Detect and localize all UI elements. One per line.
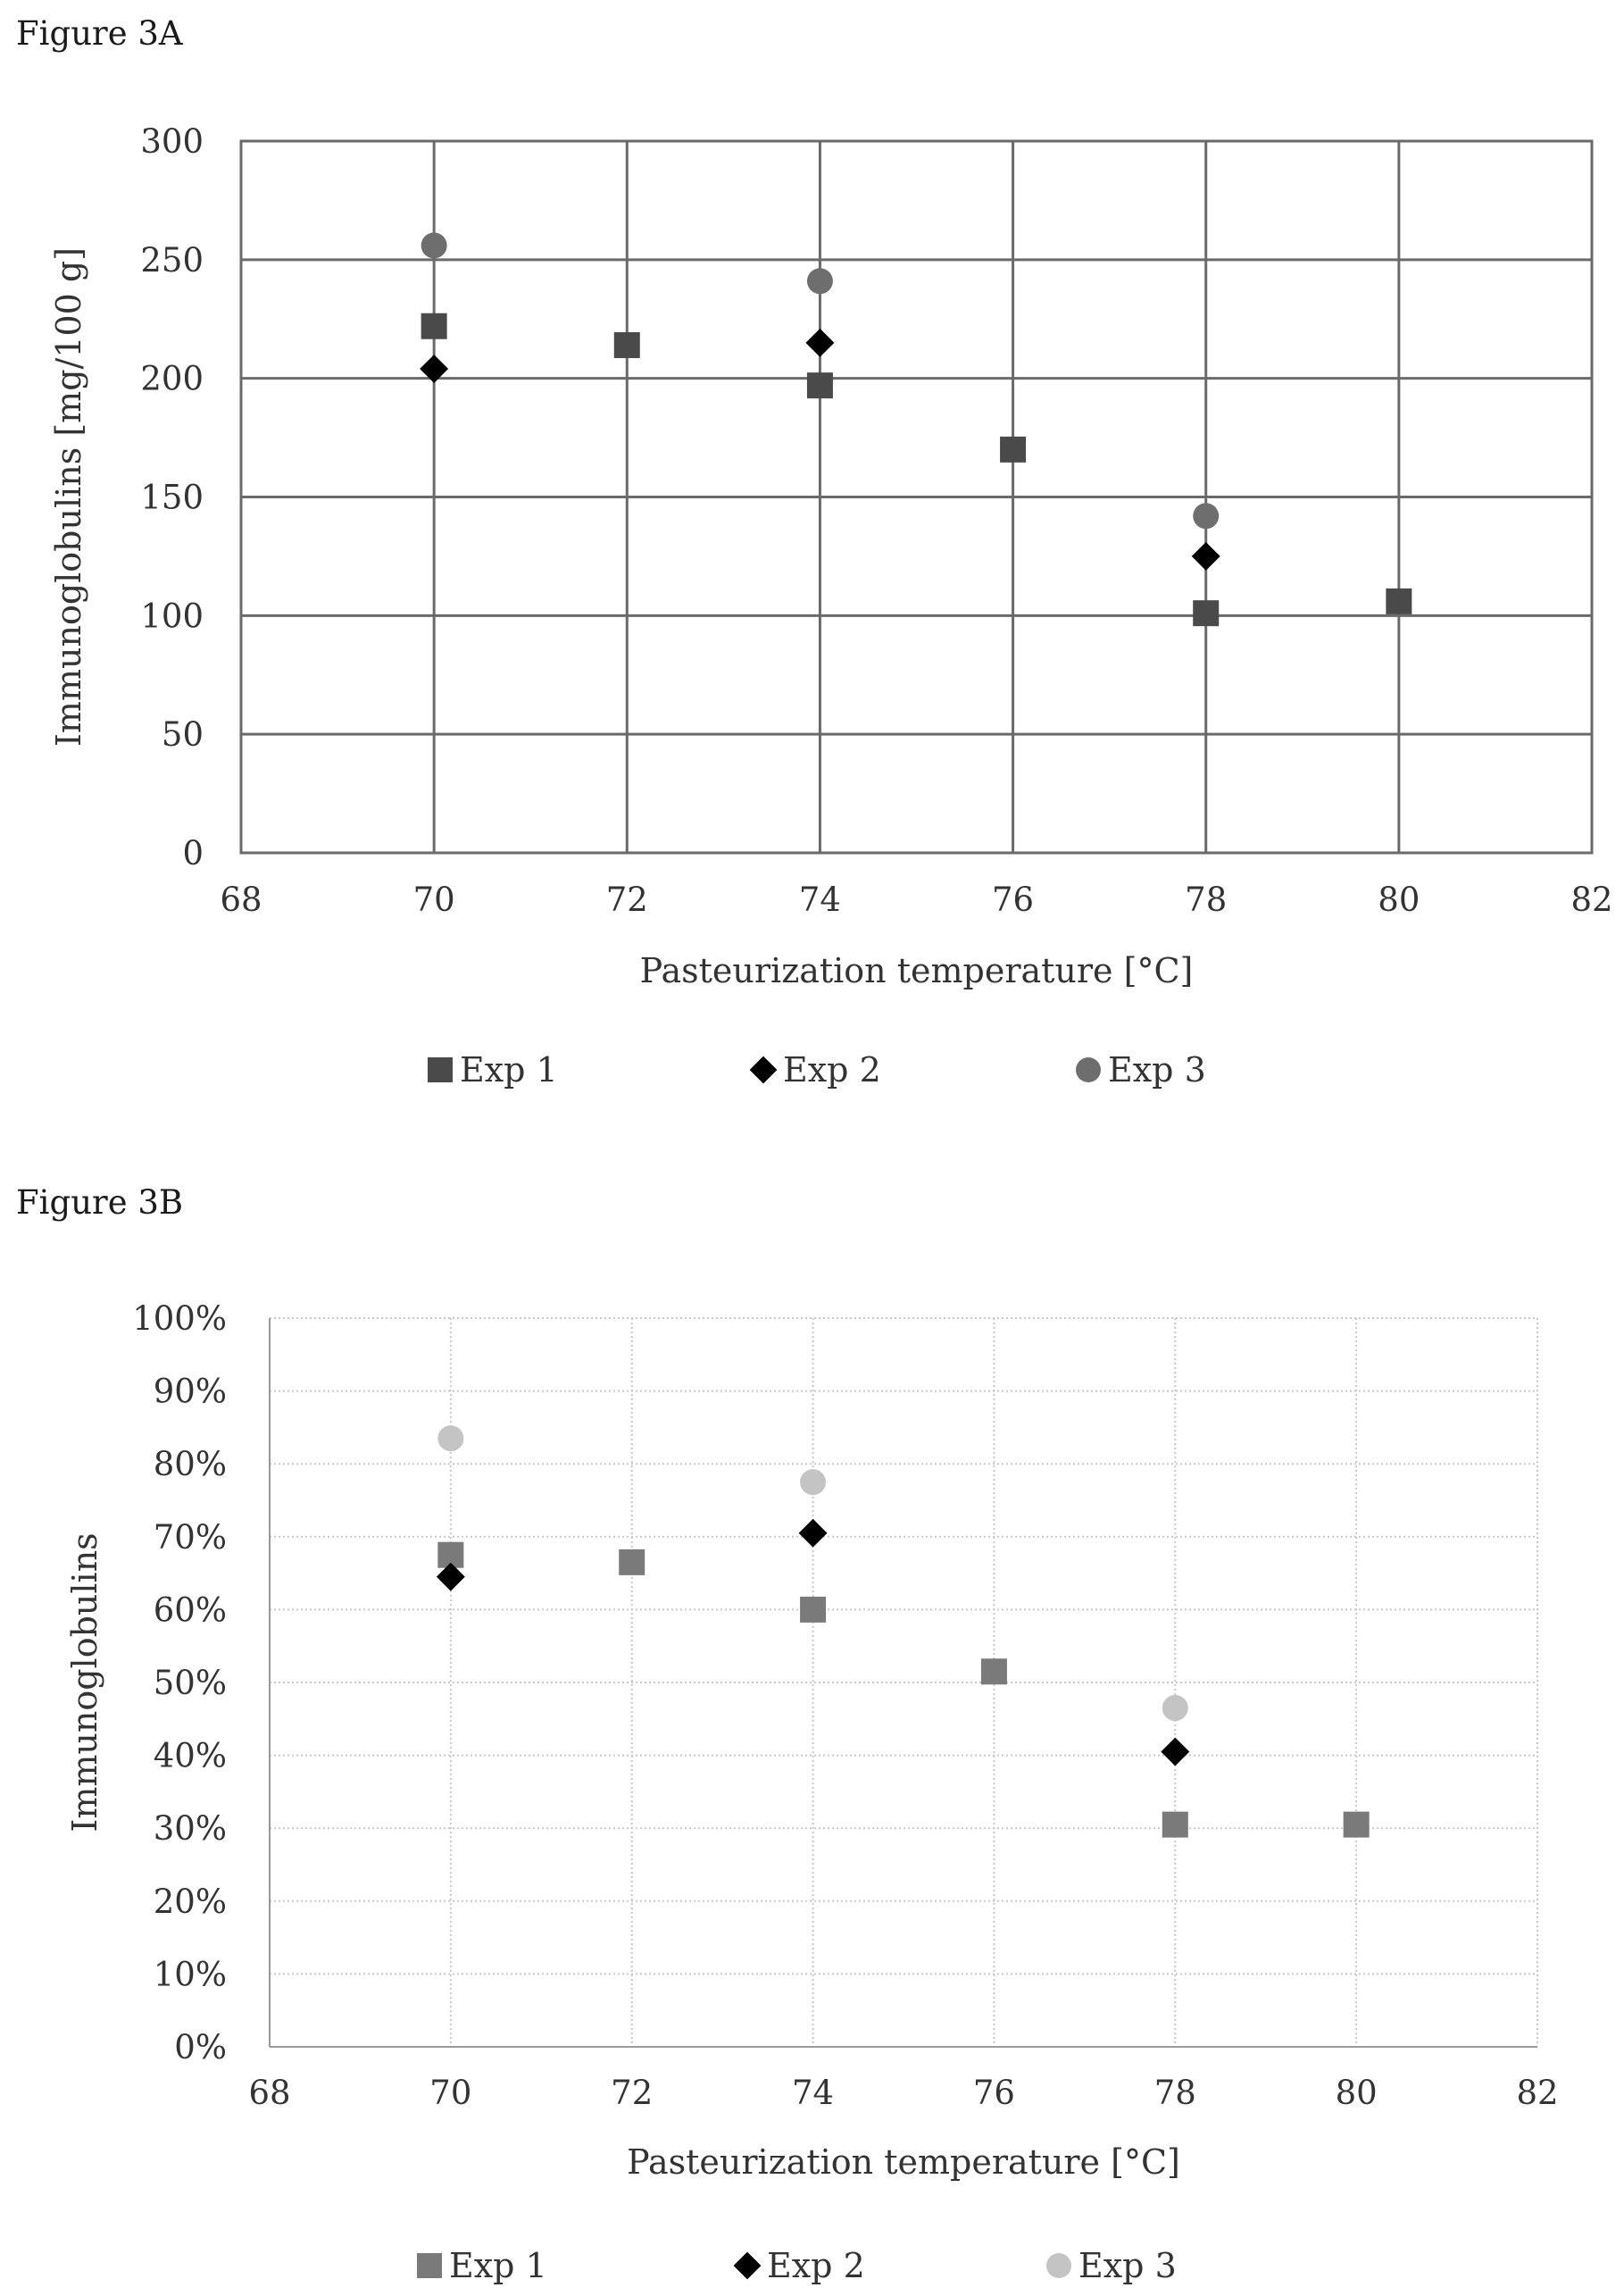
data-point-exp-3 bbox=[1193, 503, 1220, 530]
legend-label-3: Exp 3 bbox=[1108, 1050, 1206, 1090]
legend-label-2: Exp 2 bbox=[783, 1050, 881, 1090]
x-tick-label: 72 bbox=[606, 881, 648, 919]
y-tick-label: 100 bbox=[140, 597, 204, 635]
data-point-exp-2 bbox=[798, 1518, 828, 1548]
data-point-exp-3 bbox=[806, 268, 833, 295]
x-tick-label: 80 bbox=[1336, 2074, 1378, 2112]
legend-marker-3 bbox=[1046, 2253, 1071, 2278]
data-point-exp-1 bbox=[1162, 1811, 1188, 1838]
y-axis-title: Immunoglobulins [mg/100 g] bbox=[49, 247, 88, 747]
data-point-exp-3 bbox=[437, 1425, 464, 1452]
data-point-exp-1 bbox=[613, 331, 640, 358]
y-tick-label: 0% bbox=[174, 2028, 227, 2066]
legend-label-3: Exp 3 bbox=[1079, 2246, 1177, 2285]
legend-marker-1 bbox=[417, 2253, 442, 2278]
y-tick-label: 30% bbox=[154, 1809, 227, 1848]
y-tick-label: 300 bbox=[140, 122, 204, 161]
x-tick-label: 76 bbox=[973, 2074, 1015, 2112]
legend-marker-2 bbox=[749, 1056, 778, 1084]
y-tick-label: 50 bbox=[162, 715, 204, 754]
data-point-exp-3 bbox=[800, 1469, 827, 1496]
x-tick-label: 68 bbox=[248, 2074, 290, 2112]
y-tick-label: 150 bbox=[140, 479, 204, 517]
x-tick-label: 70 bbox=[429, 2074, 471, 2112]
figure-3b-label: Figure 3B bbox=[16, 1183, 184, 1222]
figure-3a-chart: 0 50 100 150 200 250 300 68 70 72 74 76 78 80 82 Pasteu… bbox=[49, 122, 1613, 1090]
y-tick-label: 20% bbox=[154, 1883, 227, 1921]
legend-marker-2 bbox=[733, 2251, 762, 2280]
x-tick-label: 78 bbox=[1154, 2074, 1196, 2112]
legend-label-1: Exp 1 bbox=[460, 1050, 558, 1090]
legend-label-1: Exp 1 bbox=[449, 2246, 547, 2285]
y-tick-label: 50% bbox=[154, 1664, 227, 1702]
y-tick-label: 10% bbox=[154, 1955, 227, 1993]
data-point-exp-1 bbox=[806, 372, 833, 399]
y-tick-label: 250 bbox=[140, 241, 204, 280]
data-point-exp-1 bbox=[1343, 1811, 1370, 1838]
data-point-exp-1 bbox=[980, 1658, 1007, 1685]
data-point-exp-2 bbox=[420, 355, 449, 383]
y-tick-label: 100% bbox=[132, 1299, 227, 1338]
data-point-exp-1 bbox=[619, 1549, 645, 1575]
x-tick-label: 74 bbox=[792, 2074, 834, 2112]
data-point-exp-1 bbox=[421, 313, 447, 339]
legend-marker-3 bbox=[1076, 1057, 1101, 1082]
y-tick-label: 90% bbox=[154, 1373, 227, 1411]
data-point-exp-1 bbox=[1386, 588, 1412, 614]
x-tick-label: 82 bbox=[1516, 2074, 1558, 2112]
data-point-exp-2 bbox=[805, 328, 835, 357]
x-tick-label: 78 bbox=[1185, 881, 1227, 919]
x-tick-label: 74 bbox=[799, 881, 841, 919]
x-tick-label: 80 bbox=[1378, 881, 1420, 919]
data-point-exp-2 bbox=[1161, 1737, 1190, 1766]
y-axis-title: Immunoglobulins bbox=[65, 1532, 104, 1832]
figure-3a-label: Figure 3A bbox=[16, 14, 183, 53]
data-point-exp-1 bbox=[1193, 600, 1220, 627]
data-point-exp-2 bbox=[1191, 541, 1220, 571]
data-point-exp-2 bbox=[436, 1562, 465, 1591]
x-axis-title: Pasteurization temperature [°C] bbox=[640, 951, 1194, 990]
y-tick-label: 40% bbox=[154, 1737, 227, 1775]
data-point-exp-1 bbox=[1000, 436, 1027, 463]
data-point-exp-1 bbox=[800, 1596, 827, 1623]
x-tick-label: 76 bbox=[992, 881, 1034, 919]
x-axis-title: Pasteurization temperature [°C] bbox=[627, 2142, 1180, 2182]
y-tick-label: 70% bbox=[154, 1518, 227, 1557]
x-tick-label: 70 bbox=[413, 881, 455, 919]
legend-marker-1 bbox=[428, 1057, 453, 1082]
y-tick-label: 200 bbox=[140, 360, 204, 398]
legend-label-2: Exp 2 bbox=[767, 2246, 865, 2285]
x-tick-label: 72 bbox=[611, 2074, 653, 2112]
x-tick-label: 68 bbox=[220, 881, 262, 919]
y-tick-label: 60% bbox=[154, 1591, 227, 1629]
x-tick-label: 82 bbox=[1570, 881, 1612, 919]
data-point-exp-3 bbox=[1162, 1695, 1188, 1722]
y-tick-label: 80% bbox=[154, 1445, 227, 1483]
y-tick-label: 0 bbox=[182, 834, 204, 872]
data-point-exp-3 bbox=[421, 232, 447, 259]
